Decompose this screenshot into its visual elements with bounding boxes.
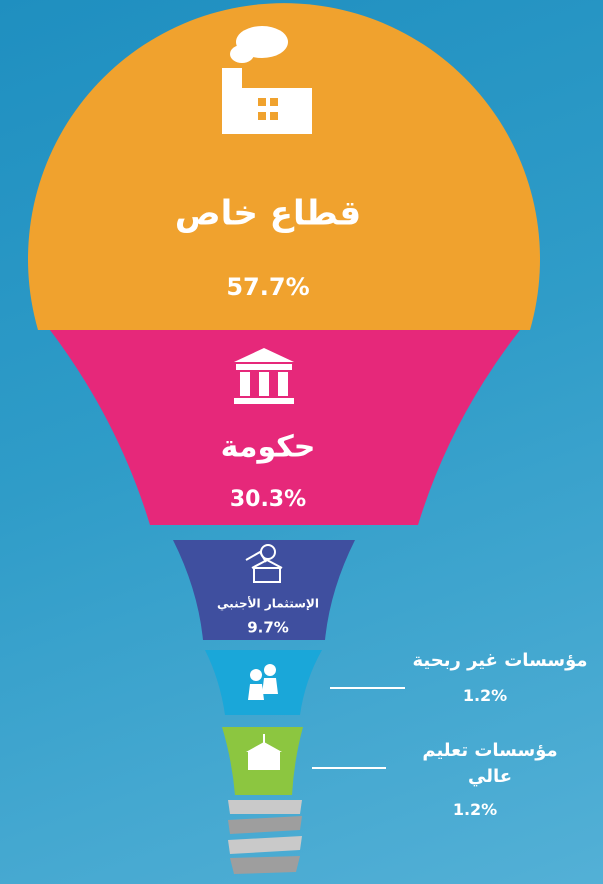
segment-label: الإستثمار الأجنبي: [217, 596, 319, 611]
icons: [222, 26, 312, 770]
value-label: 9.7%: [247, 619, 289, 637]
segment-label: قطاع خاص: [175, 194, 361, 234]
screw-base: [228, 800, 302, 874]
screw-ring: [230, 856, 300, 874]
funnel-segment: [173, 540, 355, 640]
government-icon: [234, 348, 294, 404]
segment-label: حكومة: [221, 430, 316, 465]
value-label: 30.3%: [230, 487, 306, 512]
screw-ring: [228, 836, 302, 854]
funnel-segment: [50, 330, 520, 525]
value-label: 1.2%: [452, 800, 498, 819]
screw-ring: [228, 816, 302, 834]
people-icon: [248, 664, 278, 700]
investment-icon: [245, 544, 283, 583]
segment-label: مؤسسات تعليم عالي: [422, 740, 558, 787]
segment-label: مؤسسات غير ربحية: [412, 650, 588, 671]
funnel-segment: [28, 3, 541, 330]
school-icon: [246, 734, 282, 770]
value-label: 57.7%: [226, 273, 309, 301]
value-label: 1.2%: [462, 686, 508, 705]
screw-ring: [228, 800, 302, 814]
factory-icon: [222, 26, 312, 134]
